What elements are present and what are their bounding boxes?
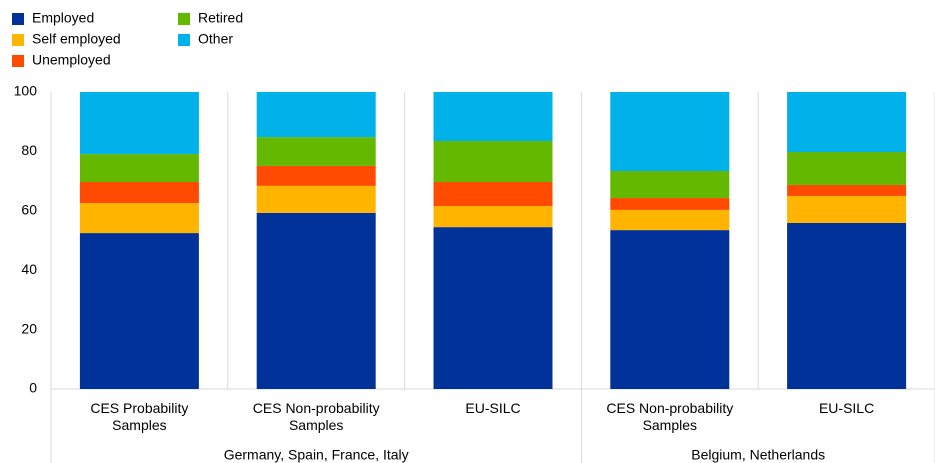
x-tick-label: CES Non-probability Samples [606, 400, 734, 433]
group-label: Belgium, Netherlands [691, 447, 825, 463]
x-tick-label: EU-SILC [818, 400, 875, 416]
legend-label: Unemployed [32, 52, 111, 68]
group-label: Germany, Spain, France, Italy [224, 447, 409, 463]
bar-segment [79, 203, 199, 234]
bar-segment [610, 209, 730, 231]
bar-segment [610, 198, 730, 210]
legend-swatch [12, 34, 24, 46]
bar-segment [433, 206, 553, 228]
bar-segment [256, 137, 376, 166]
legend-swatch [12, 13, 24, 25]
bar-segment [787, 92, 907, 152]
legend-swatch [178, 34, 190, 46]
bar-segment [787, 195, 907, 223]
legend-swatch [12, 55, 24, 67]
bar-segment [433, 92, 553, 142]
y-tick-label: 80 [21, 142, 37, 158]
x-tick-label: EU-SILC [465, 400, 521, 416]
legend-swatch [178, 13, 190, 25]
bar-segment [256, 185, 376, 213]
bar-segment [787, 222, 907, 389]
x-tick-label: CES Probability Samples [90, 400, 189, 433]
y-tick-label: 40 [21, 261, 37, 277]
y-tick-label: 20 [21, 320, 37, 336]
y-tick-label: 60 [21, 202, 37, 218]
bar-segment [433, 141, 553, 182]
y-tick-label: 100 [14, 83, 38, 99]
bar-segment [256, 92, 376, 138]
legend-label: Self employed [32, 31, 121, 47]
bar-segment [433, 181, 553, 207]
x-tick-label: CES Non-probability Samples [252, 400, 380, 433]
bar-segment [610, 92, 730, 172]
legend-label: Employed [32, 10, 94, 26]
bar-segment [610, 171, 730, 199]
bar-segment [79, 92, 199, 155]
bar-segment [433, 227, 553, 389]
bar-segment [79, 154, 199, 182]
y-tick-label: 0 [29, 380, 37, 396]
bar-segment [256, 212, 376, 389]
bar-segment [256, 165, 376, 186]
bar-segment [610, 230, 730, 389]
bar-segment [79, 181, 199, 204]
bar-segment [787, 184, 907, 196]
bar-segment [79, 233, 199, 389]
legend-label: Other [198, 31, 233, 47]
bar-segment [787, 151, 907, 185]
legend-label: Retired [198, 10, 243, 26]
